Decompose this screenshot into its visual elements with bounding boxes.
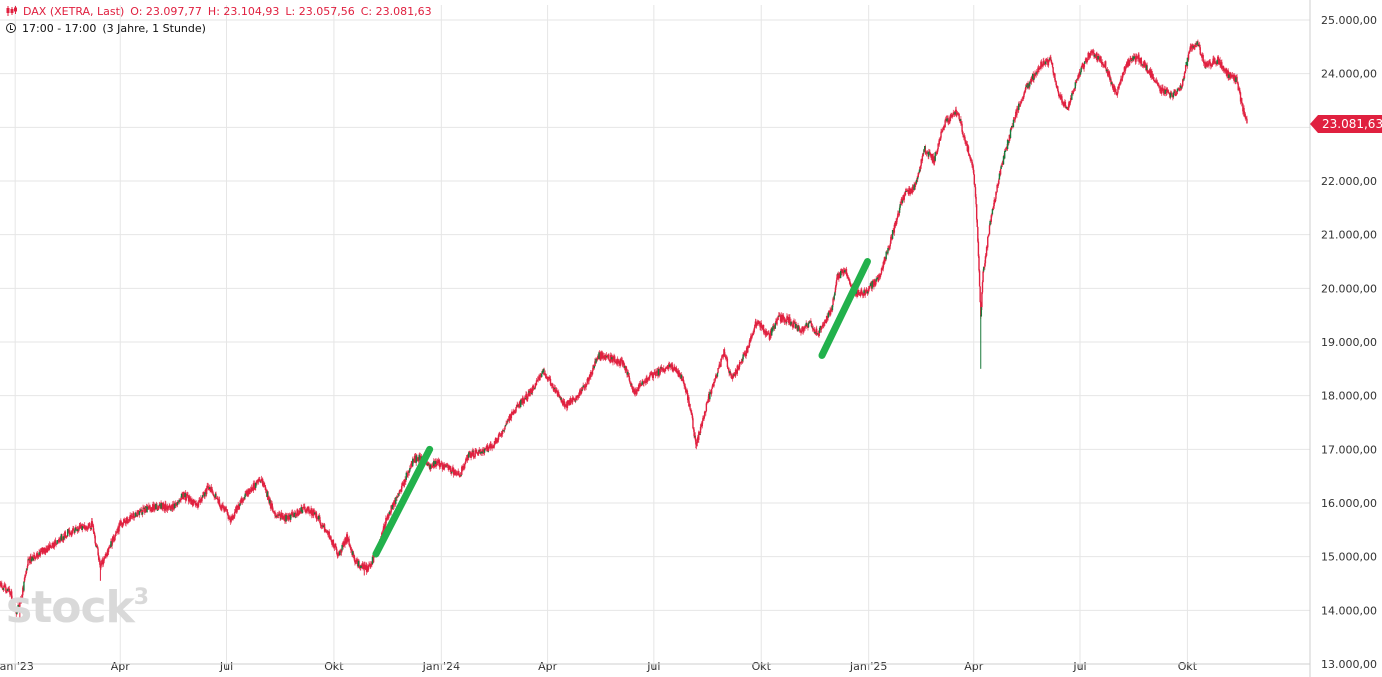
x-tick-label: Apr <box>538 660 558 673</box>
x-tick-label: Okt <box>324 660 344 673</box>
session-label: 17:00 - 17:00 <box>22 22 97 35</box>
x-tick-label: Okt <box>752 660 772 673</box>
x-tick-label: Jul <box>1072 660 1086 673</box>
y-tick-label: 17.000,00 <box>1321 443 1377 456</box>
y-tick-label: 16.000,00 <box>1321 497 1377 510</box>
x-tick-label: Jan '24 <box>422 660 460 673</box>
y-tick-label: 13.000,00 <box>1321 658 1377 671</box>
x-tick-label: Okt <box>1178 660 1198 673</box>
last-price-badge: 23.081,63 <box>1309 115 1382 133</box>
clock-icon <box>6 23 16 33</box>
session-header: 17:00 - 17:00 (3 Jahre, 1 Stunde) <box>6 22 212 35</box>
x-tick-label: Apr <box>964 660 984 673</box>
y-tick-label: 18.000,00 <box>1321 390 1377 403</box>
x-tick-label: Jan '25 <box>849 660 887 673</box>
close-value: C: 23.081,63 <box>360 5 432 18</box>
x-tick-label: Jul <box>219 660 233 673</box>
range-label: (3 Jahre, 1 Stunde) <box>102 22 206 35</box>
x-tick-label: Jan '23 <box>0 660 34 673</box>
x-tick-label: Apr <box>111 660 131 673</box>
y-tick-label: 19.000,00 <box>1321 336 1377 349</box>
y-tick-label: 20.000,00 <box>1321 282 1377 295</box>
y-tick-label: 25.000,00 <box>1321 14 1377 27</box>
ohlc-header: DAX (XETRA, Last) O: 23.097,77 H: 23.104,9… <box>6 5 438 18</box>
low-value: L: 23.057,56 <box>285 5 355 18</box>
stock3-logo: stock3 <box>6 582 149 633</box>
candlestick-icon <box>6 6 17 16</box>
y-tick-label: 21.000,00 <box>1321 229 1377 242</box>
y-tick-label: 22.000,00 <box>1321 175 1377 188</box>
projection-stroke <box>818 258 871 359</box>
symbol-label: DAX (XETRA, Last) <box>23 5 125 18</box>
candle-wicks <box>0 39 1248 617</box>
high-value: H: 23.104,93 <box>207 5 280 18</box>
y-tick-label: 14.000,00 <box>1321 604 1377 617</box>
y-tick-label: 24.000,00 <box>1321 68 1377 81</box>
projection-stroke <box>372 445 434 558</box>
open-value: O: 23.097,77 <box>130 5 202 18</box>
x-tick-label: Jul <box>646 660 660 673</box>
y-tick-label: 15.000,00 <box>1321 551 1377 564</box>
